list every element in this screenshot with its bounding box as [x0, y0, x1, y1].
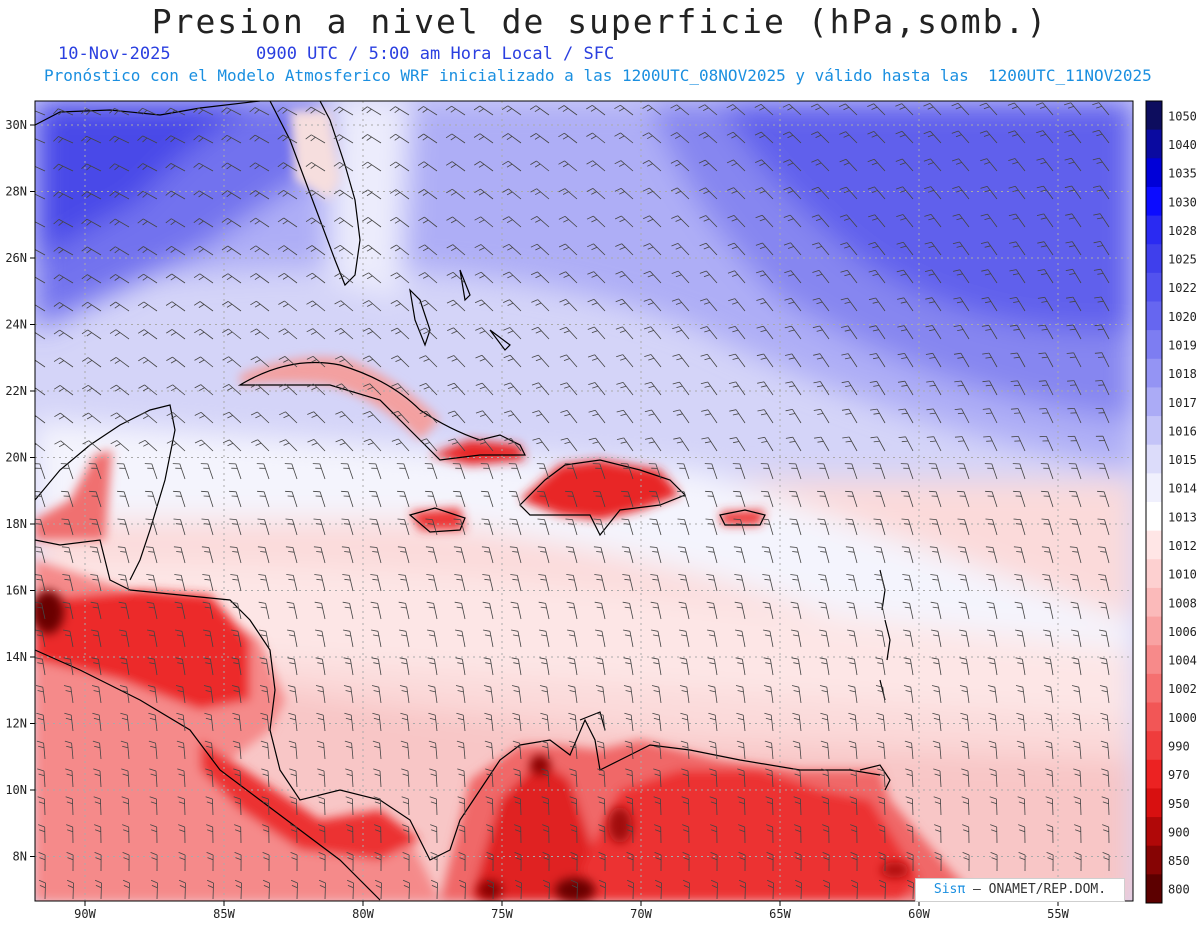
colorbar-swatch: [1146, 702, 1162, 732]
colorbar-swatch: [1146, 731, 1162, 761]
colorbar-swatch: [1146, 559, 1162, 589]
valid-time: 0900 UTC / 5:00 am Hora Local / SFC: [256, 44, 615, 64]
lat-label: 18N: [5, 517, 27, 531]
lat-label: 10N: [5, 783, 27, 797]
colorbar-label: 900: [1168, 825, 1190, 839]
colorbar-label: 1008: [1168, 596, 1197, 610]
colorbar-swatch: [1146, 101, 1162, 131]
colorbar-swatch: [1146, 358, 1162, 388]
sispi-logo: Sisπ: [933, 882, 966, 897]
colorbar-label: 1000: [1168, 711, 1197, 725]
colorbar-swatch: [1146, 244, 1162, 274]
colorbar-label: 1040: [1168, 138, 1197, 152]
colorbar-label: 1028: [1168, 224, 1197, 238]
lat-label: 30N: [5, 118, 27, 132]
colorbar-swatch: [1146, 158, 1162, 188]
colorbar-swatch: [1146, 817, 1162, 847]
colorbar-label: 1002: [1168, 682, 1197, 696]
forecast-date: 10-Nov-2025: [58, 44, 171, 64]
longitude-axis: 90W 85W 80W 75W 70W 65W 60W 55W: [74, 901, 1070, 921]
colorbar-label: 800: [1168, 883, 1190, 897]
colorbar-swatch: [1146, 788, 1162, 818]
colorbar-label: 990: [1168, 739, 1190, 753]
colorbar-label: 1025: [1168, 253, 1197, 267]
colorbar-label: 1006: [1168, 625, 1197, 639]
colorbar-swatch: [1146, 272, 1162, 302]
lat-label: 22N: [5, 384, 27, 398]
colorbar-swatch: [1146, 502, 1162, 532]
colorbar-swatch: [1146, 587, 1162, 618]
map-frame: [34, 100, 1134, 902]
colorbar-swatch: [1146, 387, 1162, 417]
colorbar-label: 1016: [1168, 424, 1197, 438]
colorbar-swatch: [1146, 530, 1162, 560]
colorbar: 1050 1040 1035 1030 1028 1025 1022 1020 1019 1018…: [1145, 100, 1197, 904]
colorbar-swatch: [1146, 129, 1162, 159]
lon-label: 90W: [74, 907, 96, 921]
colorbar-label: 970: [1168, 768, 1190, 782]
lon-label: 80W: [352, 907, 374, 921]
colorbar-label: 1019: [1168, 338, 1197, 352]
model-info: Pronóstico con el Modelo Atmosferico WRF…: [44, 66, 1152, 85]
colorbar-swatch: [1146, 673, 1162, 703]
lon-label: 60W: [908, 907, 930, 921]
map-area: [35, 101, 1133, 901]
land-pressure: [35, 110, 980, 901]
colorbar-swatch: [1146, 845, 1162, 875]
lat-label: 24N: [5, 318, 27, 332]
credit-text: – ONAMET/REP.DOM.: [965, 882, 1107, 897]
colorbar-label: 1017: [1168, 396, 1197, 410]
lat-label: 20N: [5, 451, 27, 465]
colorbar-label: 1015: [1168, 453, 1197, 467]
credit-box: Sisπ – ONAMET/REP.DOM.: [915, 878, 1125, 902]
graticule: [35, 101, 1133, 901]
colorbar-swatch: [1146, 473, 1162, 503]
colorbar-swatch: [1146, 330, 1162, 360]
lat-label: 16N: [5, 584, 27, 598]
colorbar-label: 1035: [1168, 167, 1197, 181]
colorbar-label: 1018: [1168, 367, 1197, 381]
colorbar-swatch: [1146, 416, 1162, 446]
colorbar-label: 1050: [1168, 109, 1197, 123]
colorbar-label: 1030: [1168, 195, 1197, 209]
colorbar-label: 850: [1168, 854, 1190, 868]
colorbar-swatch: [1146, 301, 1162, 331]
lon-label: 75W: [491, 907, 513, 921]
lat-label: 8N: [13, 850, 27, 864]
lat-label: 14N: [5, 650, 27, 664]
colorbar-swatch: [1146, 215, 1162, 245]
colorbar-label: 1012: [1168, 539, 1197, 553]
colorbar-label: 950: [1168, 797, 1190, 811]
latitude-axis: 30N 28N 26N 24N 22N 20N 18N 16N 14N 12N 10N 8N: [5, 118, 35, 864]
colorbar-swatch: [1146, 616, 1162, 646]
lat-label: 26N: [5, 251, 27, 265]
lon-label: 65W: [769, 907, 791, 921]
wind-barbs: [35, 102, 1110, 900]
colorbar-label: 1004: [1168, 654, 1197, 668]
colorbar-label: 1013: [1168, 510, 1197, 524]
coastlines: [35, 101, 891, 901]
colorbar-label: 1020: [1168, 310, 1197, 324]
colorbar-label: 1022: [1168, 281, 1197, 295]
colorbar-swatch: [1146, 444, 1162, 474]
lon-label: 85W: [213, 907, 235, 921]
colorbar-swatch: [1146, 874, 1162, 904]
lat-label: 28N: [5, 185, 27, 199]
lon-label: 55W: [1047, 907, 1069, 921]
colorbar-swatch: [1146, 759, 1162, 789]
colorbar-swatch: [1146, 186, 1162, 217]
colorbar-label: 1014: [1168, 482, 1197, 496]
chart-title: Presion a nivel de superficie (hPa,somb.…: [151, 2, 1049, 41]
colorbar-swatch: [1146, 645, 1162, 675]
colorbar-label: 1010: [1168, 568, 1197, 582]
lat-label: 12N: [5, 717, 27, 731]
lon-label: 70W: [630, 907, 652, 921]
